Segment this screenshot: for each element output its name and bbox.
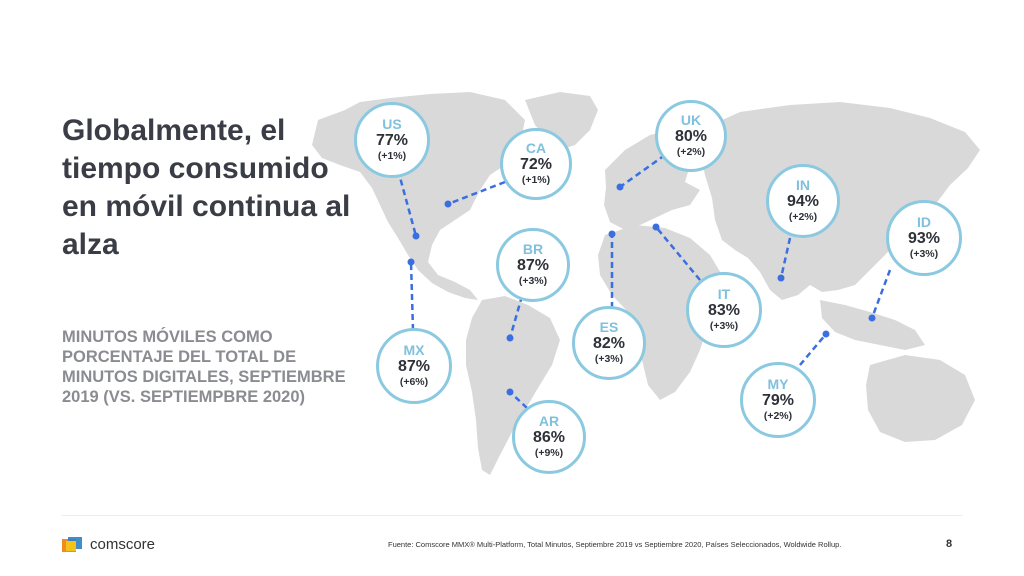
country-percent: 87% xyxy=(397,358,431,375)
country-percent: 80% xyxy=(674,128,708,145)
country-percent: 77% xyxy=(375,132,409,149)
country-code: BR xyxy=(522,241,544,257)
country-change: (+9%) xyxy=(534,447,564,459)
connector-ca xyxy=(447,180,506,206)
country-change: (+3%) xyxy=(909,248,939,260)
dot-es xyxy=(608,230,616,238)
country-change: (+3%) xyxy=(709,320,739,332)
dot-in xyxy=(777,274,785,282)
country-code: IT xyxy=(717,286,731,302)
connector-my xyxy=(799,333,827,366)
slide-title: Globalmente, el tiempo consumido en móvi… xyxy=(62,114,351,261)
landmass-south-america xyxy=(466,296,560,475)
country-bubble-id: ID 93% (+3%) xyxy=(886,200,962,276)
landmass-australia xyxy=(866,355,975,442)
page-number: 8 xyxy=(946,538,953,550)
dot-br xyxy=(506,334,514,342)
comscore-logo: comscore xyxy=(62,536,155,553)
country-change: (+1%) xyxy=(521,174,551,186)
country-change: (+2%) xyxy=(788,211,818,223)
country-percent: 82% xyxy=(592,335,626,352)
country-percent: 79% xyxy=(761,392,795,409)
country-bubble-in: IN 94% (+2%) xyxy=(766,164,840,238)
connector-it xyxy=(655,226,701,281)
connector-ar xyxy=(509,391,528,409)
country-bubble-uk: UK 80% (+2%) xyxy=(655,100,727,172)
brand-name: comscore xyxy=(90,536,156,553)
country-code: UK xyxy=(680,112,702,128)
country-bubble-it: IT 83% (+3%) xyxy=(686,272,762,348)
country-code: MX xyxy=(403,342,425,358)
dot-my xyxy=(822,330,830,338)
dot-id xyxy=(868,314,876,322)
connector-us xyxy=(396,169,418,237)
connector-br xyxy=(508,295,524,339)
country-change: (+3%) xyxy=(594,353,624,365)
country-bubble-es: ES 82% (+3%) xyxy=(572,306,646,380)
country-percent: 87% xyxy=(516,257,550,274)
landmass-asia xyxy=(700,102,980,300)
footer-divider xyxy=(62,515,962,516)
dot-mx xyxy=(407,258,415,266)
country-percent: 94% xyxy=(786,193,820,210)
country-bubble-ca: CA 72% (+1%) xyxy=(500,128,572,200)
comscore-logo-icon xyxy=(62,536,84,553)
country-change: (+6%) xyxy=(399,376,429,388)
country-code: CA xyxy=(525,140,547,156)
country-code: IN xyxy=(796,177,810,193)
slide-subtitle: MINUTOS MÓVILES COMO PORCENTAJE DEL TOTA… xyxy=(62,328,346,406)
landmass-greenland xyxy=(525,92,598,150)
country-change: (+2%) xyxy=(763,410,793,422)
dot-uk xyxy=(616,183,624,191)
dot-ca xyxy=(444,200,452,208)
country-code: MY xyxy=(767,376,789,392)
dot-it xyxy=(652,223,660,231)
country-percent: 83% xyxy=(707,302,741,319)
source-note: Fuente: Comscore MMX® Multi-Platform, To… xyxy=(388,540,842,549)
country-percent: 93% xyxy=(907,230,941,247)
country-code: US xyxy=(382,116,402,132)
country-percent: 72% xyxy=(519,156,553,173)
country-percent: 86% xyxy=(532,429,566,446)
country-change: (+1%) xyxy=(377,150,407,162)
country-bubble-us: US 77% (+1%) xyxy=(354,102,430,178)
country-change: (+2%) xyxy=(676,146,706,158)
country-change: (+3%) xyxy=(518,275,548,287)
connector-id xyxy=(870,269,892,319)
country-bubble-br: BR 87% (+3%) xyxy=(496,228,570,302)
location-dots xyxy=(407,183,876,396)
connectors xyxy=(396,153,892,409)
country-code: ID xyxy=(917,214,931,230)
connector-mx xyxy=(409,261,415,331)
country-bubble-ar: AR 86% (+9%) xyxy=(512,400,586,474)
dot-ar xyxy=(506,388,514,396)
country-code: ES xyxy=(599,319,619,335)
country-code: AR xyxy=(538,413,560,429)
connector-in xyxy=(779,237,792,279)
dot-us xyxy=(412,232,420,240)
country-bubble-mx: MX 87% (+6%) xyxy=(376,328,452,404)
landmass-southeast-asia-islands xyxy=(820,300,925,350)
country-bubble-my: MY 79% (+2%) xyxy=(740,362,816,438)
